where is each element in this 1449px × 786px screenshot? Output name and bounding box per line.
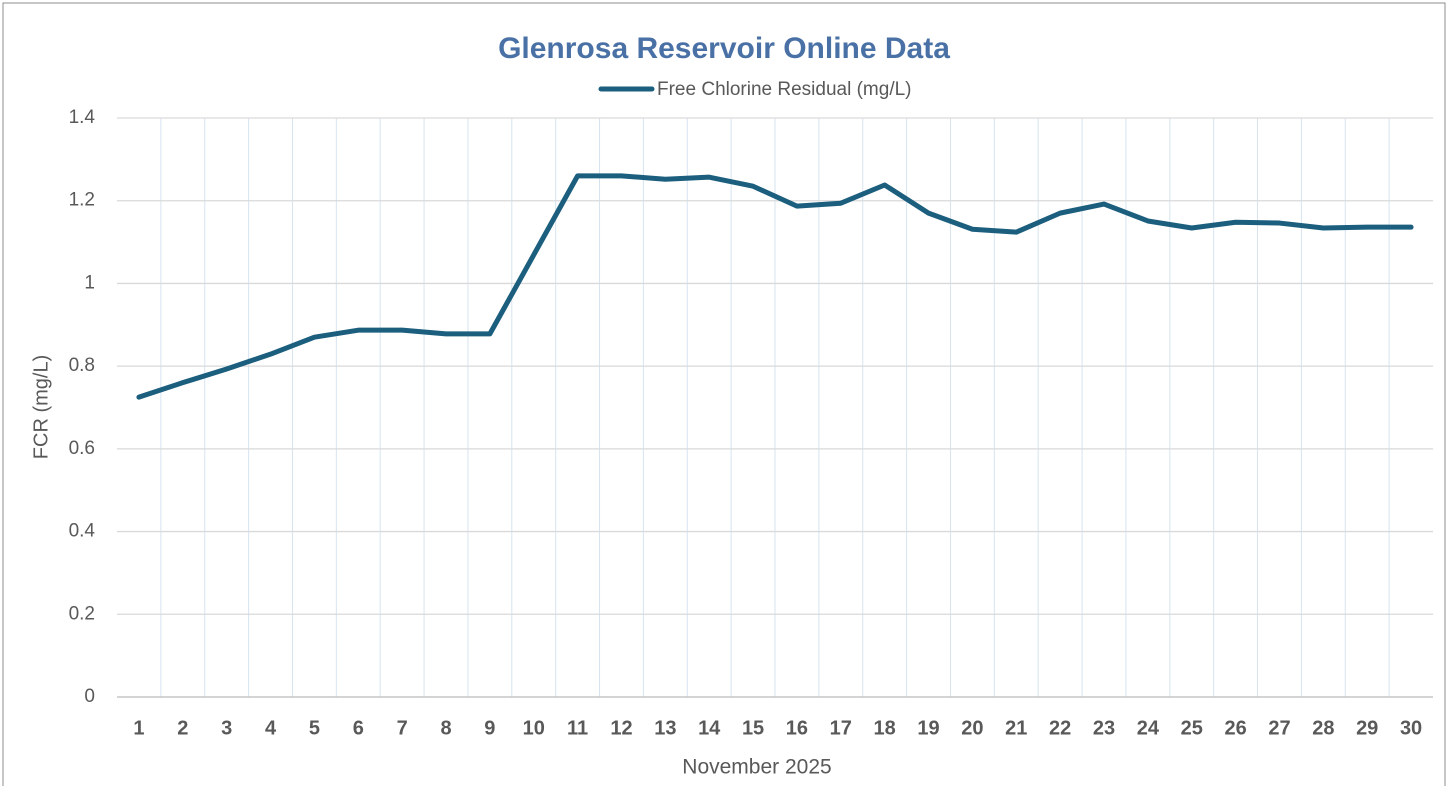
x-tick-label: 4 [265,717,277,739]
x-tick-label: 17 [830,717,852,739]
x-tick-label: 24 [1137,717,1160,739]
y-tick-label: 1 [84,272,95,293]
legend-label: Free Chlorine Residual (mg/L) [657,79,912,100]
x-tick-label: 1 [133,717,144,739]
x-tick-label: 19 [917,717,939,739]
x-tick-label: 13 [654,717,676,739]
x-tick-label: 26 [1224,717,1246,739]
y-tick-label: 0.6 [69,438,95,459]
x-tick-label: 18 [874,717,896,739]
x-tick-label: 23 [1093,717,1115,739]
x-tick-label: 21 [1005,717,1027,739]
x-tick-label: 28 [1312,717,1334,739]
x-tick-label: 16 [786,717,808,739]
x-tick-label: 25 [1181,717,1203,739]
x-tick-label: 2 [177,717,188,739]
x-tick-label: 27 [1268,717,1290,739]
y-tick-label: 0 [84,686,95,707]
y-tick-label: 0.8 [69,355,95,376]
x-tick-label: 15 [742,717,764,739]
y-tick-label: 1.2 [69,190,95,211]
x-tick-label: 6 [353,717,364,739]
chart-title: Glenrosa Reservoir Online Data [498,32,950,65]
y-tick-label: 1.4 [69,107,96,128]
x-tick-label: 12 [610,717,632,739]
x-tick-label: 10 [523,717,545,739]
y-tick-label: 0.4 [69,521,96,542]
x-tick-label: 5 [309,717,320,739]
x-tick-label: 8 [440,717,451,739]
x-tick-label: 3 [221,717,232,739]
x-tick-label: 20 [961,717,983,739]
y-axis-label: FCR (mg/L) [30,355,52,459]
x-tick-label: 30 [1400,717,1422,739]
y-tick-label: 0.2 [69,603,95,624]
x-tick-label: 22 [1049,717,1071,739]
x-axis-label: November 2025 [682,756,831,779]
data-line [136,173,1414,400]
x-tick-label: 29 [1356,717,1378,739]
x-tick-label: 9 [484,717,495,739]
x-tick-label: 7 [397,717,408,739]
x-tick-label: 14 [698,717,721,739]
x-tick-label: 11 [567,717,588,739]
